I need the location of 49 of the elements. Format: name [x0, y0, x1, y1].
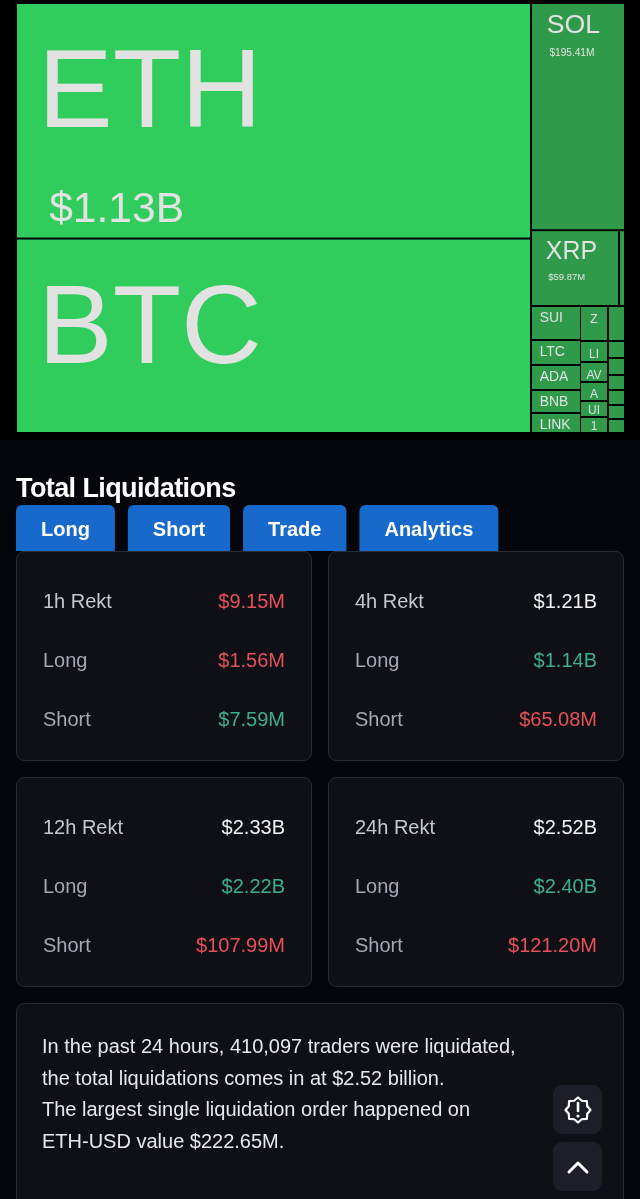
text: $65.08M: [519, 708, 597, 730]
text: $121.20M: [508, 934, 597, 956]
category-label: Long: [41, 518, 90, 540]
category-label: SUI: [539, 309, 563, 326]
text: $9.15M: [218, 590, 285, 612]
category-label: LI: [589, 347, 600, 362]
category-label: 24h Rekt: [355, 816, 436, 838]
category-label: Short: [355, 708, 404, 730]
category-label: Short: [43, 934, 92, 956]
category-label: SOL: [546, 9, 601, 40]
category-label: Short: [152, 518, 206, 540]
data-label: $1.13B: [49, 183, 185, 232]
category-label: Z: [590, 312, 598, 327]
category-label: 12h Rekt: [43, 816, 124, 838]
text: $7.59M: [218, 708, 285, 730]
category-label: Long: [355, 649, 400, 671]
category-label: LINK: [539, 416, 572, 433]
text: $1.56M: [218, 649, 285, 671]
category-label: 4h Rekt: [355, 590, 425, 612]
text: In the past 24 hours, 410,097 traders were liquidated, the total liquidations comes in at $2.52 billion.: [42, 1035, 516, 1089]
text: $2.33B: [221, 816, 285, 838]
text: $1.14B: [533, 649, 597, 671]
category-label: Analytics: [384, 518, 474, 540]
text: $2.52B: [533, 816, 597, 838]
text: $1.21B: [533, 590, 597, 612]
text: Total Liquidations: [16, 473, 236, 503]
category-label: LTC: [539, 343, 565, 360]
category-label: ADA: [539, 368, 569, 385]
category-label: 1: [590, 419, 598, 433]
text: The largest single liquidation order happened on ETH-USD value $222.65M.: [42, 1098, 471, 1153]
category-label: BTC: [38, 261, 262, 387]
text: $2.22B: [221, 875, 285, 897]
category-label: 1h Rekt: [43, 590, 113, 612]
category-label: Trade: [268, 518, 322, 540]
category-label: BNB: [539, 393, 569, 410]
text: $107.99M: [196, 934, 285, 956]
category-label: XRP: [545, 235, 598, 264]
category-label: ETH: [38, 26, 262, 152]
category-label: AV: [586, 368, 602, 382]
category-label: Short: [355, 934, 404, 956]
category-label: A: [590, 387, 599, 401]
data-label: $59.87M: [548, 270, 586, 282]
text: $2.40B: [533, 875, 597, 897]
category-label: Short: [43, 708, 92, 730]
category-label: UI: [588, 403, 600, 417]
category-label: Long: [355, 875, 400, 897]
data-label: $195.41M: [549, 47, 595, 59]
category-label: Long: [43, 649, 88, 671]
category-label: Long: [43, 875, 88, 897]
